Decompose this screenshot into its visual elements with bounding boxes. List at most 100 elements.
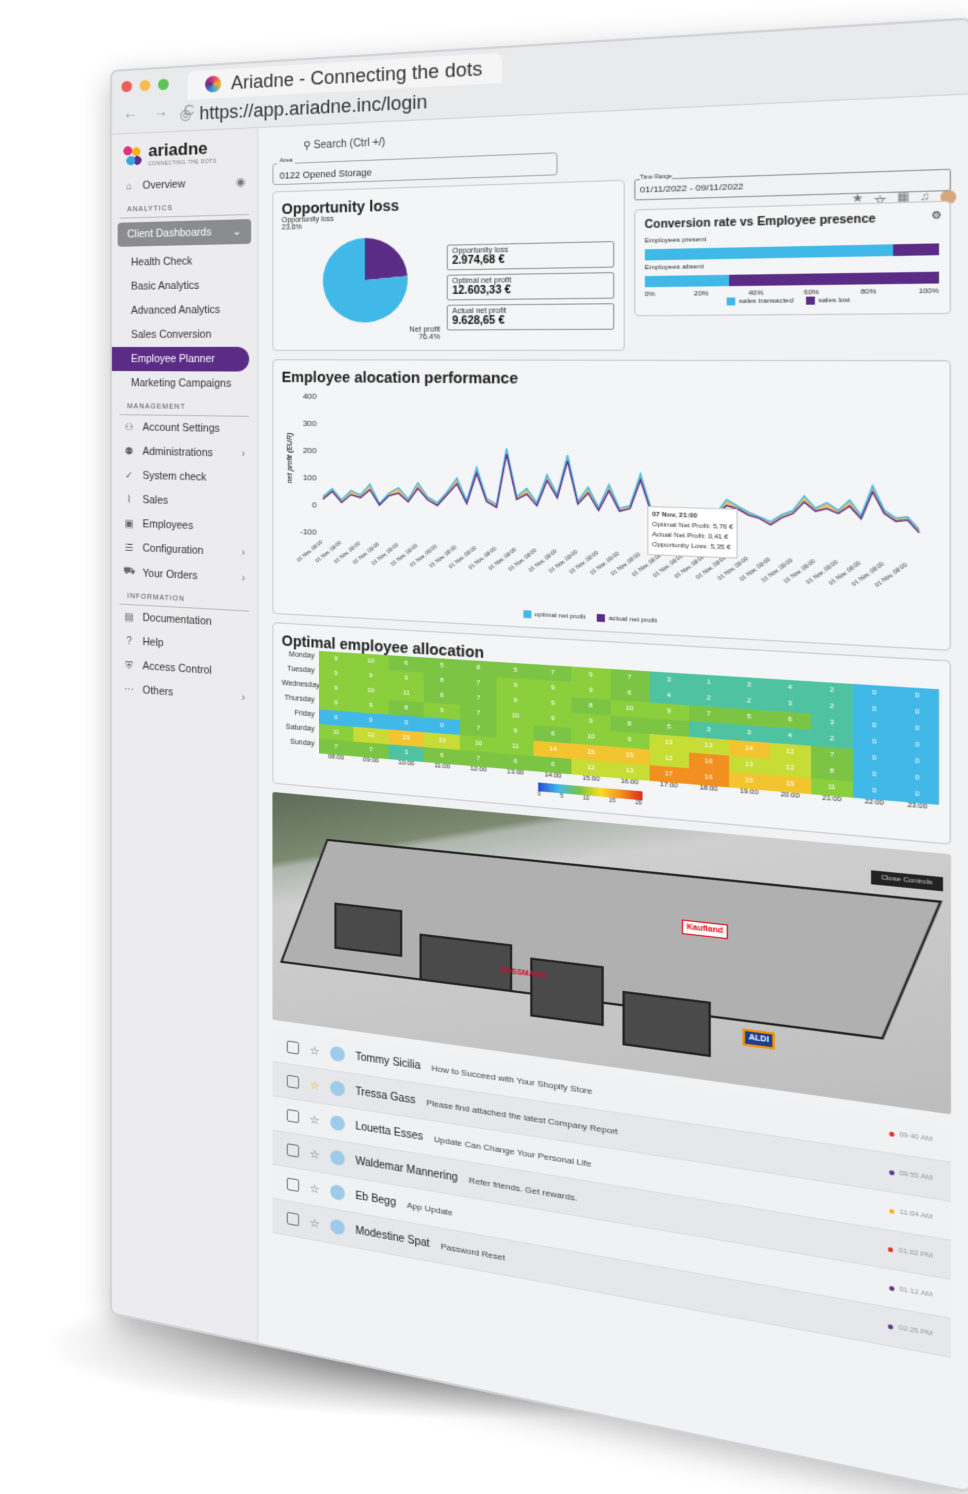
browser-tab[interactable]: Ariadne - Connecting the dots (187, 52, 503, 100)
close-window-button[interactable] (121, 80, 132, 93)
star-icon[interactable]: ☆ (309, 1181, 320, 1197)
conversion-tick: 20% (693, 290, 709, 298)
pie-chart (322, 237, 408, 323)
sidebar-item-employee-planner[interactable]: Employee Planner (111, 346, 250, 372)
sidebar-item-label: Documentation (142, 611, 212, 628)
star-icon[interactable]: ☆ (309, 1147, 320, 1162)
label-dot-icon (888, 1170, 894, 1176)
area-label: Area (277, 157, 295, 165)
mail-time: 09:40 AM (899, 1131, 933, 1144)
star-icon[interactable]: ☆ (309, 1044, 320, 1059)
sidebar-item-marketing-campaigns[interactable]: Marketing Campaigns (131, 377, 232, 390)
brand: ariadne CONNECTING THE DOTS (112, 136, 257, 175)
top-cards: Opportunity loss Opportunity loss 23.6% … (272, 168, 951, 361)
truck-icon: ⛟ (123, 565, 136, 578)
mail-checkbox[interactable] (286, 1040, 300, 1055)
id-card-icon: ▣ (124, 518, 134, 530)
mail-checkbox[interactable] (286, 1108, 300, 1124)
tab-title: Ariadne - Connecting the dots (231, 58, 483, 94)
mail-time-wrap: 01:02 PM (888, 1246, 932, 1260)
time-range-label: Time Range (639, 173, 673, 182)
heatmap-scale-wrap: 0 5 10 15 20 (537, 782, 642, 808)
section-management: MANAGEMENT (119, 395, 250, 417)
sidebar-item-label: Others (142, 684, 174, 699)
chevron-right-icon: › (241, 691, 246, 704)
y-tick-label: 0 (312, 500, 317, 510)
kpi-value: 9.628,65 € (452, 315, 505, 328)
label-dot-icon (888, 1131, 894, 1137)
store-aldi[interactable]: ALDI (742, 1028, 776, 1050)
store-block (530, 957, 604, 1027)
app: ariadne CONNECTING THE DOTS ⌂ Overview ◉… (111, 94, 968, 1491)
conversion-bar (644, 243, 940, 261)
mail-sender: Modestine Spat (355, 1224, 430, 1250)
minimize-window-button[interactable] (139, 79, 151, 92)
mail-time: 02:25 PM (898, 1324, 933, 1339)
mail-time-wrap: 01:12 AM (888, 1285, 932, 1299)
legend-optimal[interactable]: optimal net profit (523, 610, 586, 621)
sidebar-item-label: Employees (142, 518, 194, 533)
legend-actual[interactable]: actual net profit (597, 614, 657, 625)
conversion-bar-fill (644, 244, 893, 261)
mail-checkbox[interactable] (286, 1211, 300, 1227)
mail-sender: Tressa Gass (355, 1085, 416, 1107)
avatar (330, 1080, 345, 1098)
star-icon[interactable]: ☆ (309, 1078, 320, 1093)
label-dot-icon (888, 1324, 894, 1330)
settings-icon[interactable]: ⚙ (931, 209, 942, 222)
kpi-list: Opportunity loss 2.974,68 € Optimal net p… (446, 208, 615, 335)
store-block (622, 990, 711, 1058)
sidebar-item-basic-analytics[interactable]: Basic Analytics (131, 279, 200, 293)
close-controls-button[interactable]: Close Controls (870, 870, 944, 892)
star-icon[interactable]: ☆ (309, 1216, 320, 1231)
star-icon[interactable]: ☆ (309, 1113, 320, 1128)
sidebar-item-label: Client Dashboards (127, 226, 212, 241)
chevron-right-icon: › (241, 546, 246, 559)
y-axis-label: net profit (EUR) (287, 433, 294, 484)
store-block (334, 902, 403, 958)
conversion-row-label: Employees absent (644, 263, 704, 272)
scale-tick: 0 (537, 791, 541, 799)
pie-net-value: 76.4% (418, 333, 441, 342)
conversion-bar (644, 271, 940, 288)
avatar (330, 1114, 345, 1132)
avatar (330, 1218, 345, 1236)
sidebar-item-administrations[interactable]: ⚉ Administrations › (112, 439, 257, 466)
mail-checkbox[interactable] (286, 1143, 300, 1158)
mail-time: 09:55 AM (899, 1170, 933, 1183)
legend-lost: sales lost (806, 296, 850, 305)
mail-time-wrap: 11:04 AM (889, 1208, 932, 1221)
maximize-window-button[interactable] (158, 78, 169, 91)
sidebar-item-advanced-analytics[interactable]: Advanced Analytics (131, 303, 221, 317)
document-icon: ▤ (124, 611, 134, 623)
sidebar-item-label: Help (142, 635, 164, 650)
allocation-card: Employee alocation performance 400 300 200… (272, 359, 951, 652)
scale-tick: 20 (635, 799, 642, 808)
conversion-tick: 80% (860, 288, 877, 297)
mail-sender: Eb Begg (355, 1189, 397, 1209)
sidebar-item-label: Administrations (142, 445, 213, 460)
sidebar-item-label: Sales (142, 493, 169, 507)
sidebar-item-client-dashboards[interactable]: Client Dashboards ⌄ (117, 219, 252, 247)
conversion-tick: 100% (918, 288, 939, 296)
sidebar-item-account-settings[interactable]: ⚇ Account Settings (112, 415, 257, 442)
label-dot-icon (888, 1247, 894, 1253)
mail-checkbox[interactable] (286, 1074, 300, 1090)
sidebar-item-health-check[interactable]: Health Check (131, 255, 193, 269)
legend-transacted: sales transacted (727, 297, 793, 306)
pie-area: Opportunity loss 23.6% Net profit 76.4% (282, 213, 441, 342)
brand-name: ariadne (148, 138, 208, 161)
conversion-row-present: Employees present (644, 232, 940, 261)
ariadne-logo-icon (121, 143, 143, 167)
y-tick-label: 300 (303, 418, 317, 428)
check-circle-icon: ✓ (125, 469, 134, 482)
y-tick-label: 200 (303, 446, 317, 456)
series-line-optimal[interactable] (323, 445, 919, 530)
pie-slice-opportunity-loss[interactable] (364, 237, 408, 281)
mail-subject: Refer friends. Get rewards. (468, 1174, 578, 1203)
chart-tooltip: 07 Nov, 21:00 Optimal Net Profit: 5,76 €… (647, 505, 739, 559)
sidebar-item-sales-conversion[interactable]: Sales Conversion (131, 328, 212, 341)
opportunity-loss-area (322, 444, 920, 533)
mail-checkbox[interactable] (286, 1177, 300, 1193)
search-label: Search (Ctrl +/) (313, 136, 386, 152)
